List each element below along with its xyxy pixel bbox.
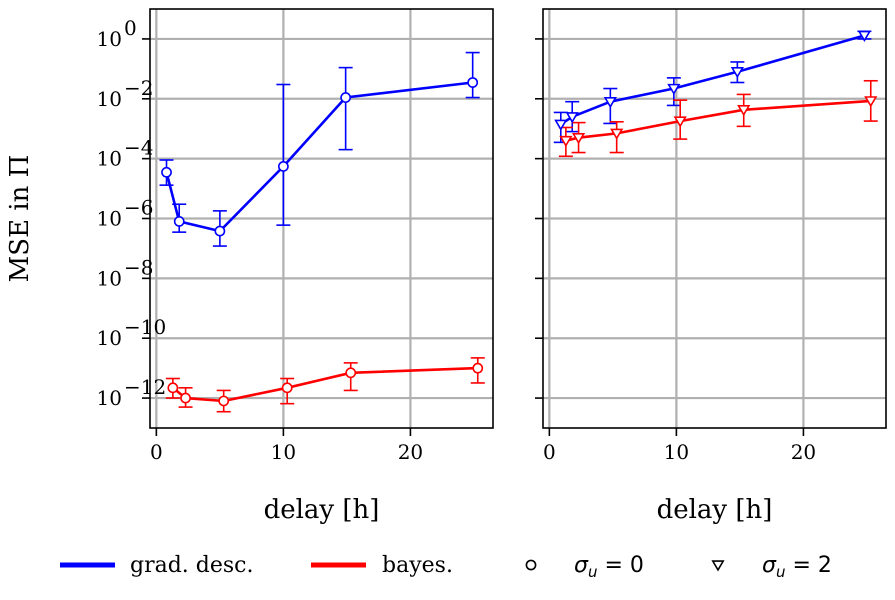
left-bayes-data-point xyxy=(168,383,177,392)
y-tick-label-exponent: −4 xyxy=(124,136,153,160)
left-y-axis-label: MSE in Π xyxy=(5,155,35,283)
right-x-axis-label: delay [h] xyxy=(657,495,773,525)
right-panel: 0 10 20 delay [h] xyxy=(535,9,886,525)
right-bayes-data-point xyxy=(561,137,571,146)
x-tick-label: 20 xyxy=(791,440,816,464)
left-lines xyxy=(167,83,478,402)
right-grid xyxy=(543,9,886,428)
x-tick-label: 10 xyxy=(271,440,296,464)
left-graddesc-data-point xyxy=(162,168,171,177)
x-tick-label: 20 xyxy=(398,440,423,464)
y-tick-label: 10 xyxy=(97,87,122,111)
left-bayes-data-point xyxy=(219,396,228,405)
left-bayes-data-point xyxy=(181,393,190,402)
y-tick-label-exponent: −10 xyxy=(124,315,166,339)
left-graddesc-data-point xyxy=(175,217,184,226)
left-grid xyxy=(150,9,493,428)
left-graddesc-data-point xyxy=(468,78,477,87)
y-tick-label-exponent: −12 xyxy=(124,375,166,399)
y-tick-label: 10 xyxy=(97,266,122,290)
y-tick-label: 10 xyxy=(97,207,122,231)
legend-label: bayes. xyxy=(382,553,453,578)
right-bayes-series-line xyxy=(566,101,871,141)
y-tick-label-exponent: 0 xyxy=(124,16,137,40)
x-tick-label: 0 xyxy=(150,440,163,464)
left-bayes-series-line xyxy=(173,368,478,401)
y-tick-label: 10 xyxy=(97,386,122,410)
legend-marker-swatch xyxy=(526,560,535,569)
right-errorbars xyxy=(554,31,878,156)
left-bayes-data-point xyxy=(473,364,482,373)
legend: grad. desc. bayes. σu = 0 σu = 2 xyxy=(60,553,832,581)
x-tick-label: 10 xyxy=(664,440,689,464)
legend-label: σu = 0 xyxy=(574,553,644,581)
right-graddesc-series-line xyxy=(561,36,865,125)
y-tick-label: 10 xyxy=(97,147,122,171)
legend-marker-swatch xyxy=(713,561,723,570)
y-tick-label-exponent: −6 xyxy=(124,196,153,220)
y-tick-label-exponent: −2 xyxy=(124,76,153,100)
y-tick-label: 10 xyxy=(97,27,122,51)
left-errorbars xyxy=(160,53,485,412)
left-graddesc-data-point xyxy=(215,226,224,235)
y-tick-label: 10 xyxy=(97,326,122,350)
left-x-axis-label: delay [h] xyxy=(264,495,380,525)
legend-label: grad. desc. xyxy=(130,553,254,578)
left-markers xyxy=(162,78,482,406)
legend-label: σu = 2 xyxy=(762,553,832,581)
left-graddesc-series-line xyxy=(167,83,473,232)
x-tick-label: 0 xyxy=(543,440,556,464)
left-bayes-data-point xyxy=(283,383,292,392)
y-tick-label-exponent: −8 xyxy=(124,255,153,279)
left-graddesc-data-point xyxy=(279,162,288,171)
left-graddesc-data-point xyxy=(341,93,350,102)
left-bayes-data-point xyxy=(346,368,355,377)
